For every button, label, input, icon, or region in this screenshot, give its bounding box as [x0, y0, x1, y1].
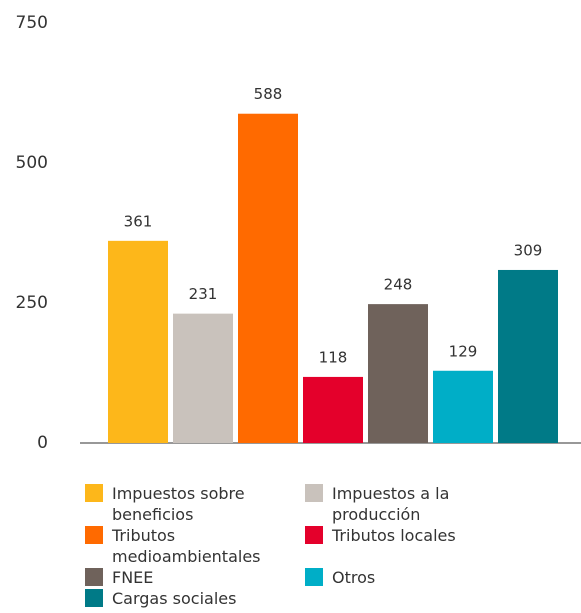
bar — [303, 376, 363, 443]
legend-swatch — [85, 526, 103, 544]
chart: 0 250 500 750 361 231 588 118 248 129 309 — [16, 13, 581, 453]
legend-item: Impuestos sobre beneficios — [85, 483, 305, 525]
legend-item: Cargas sociales — [85, 588, 305, 609]
value-label: 588 — [254, 85, 283, 103]
legend-label: Tributos locales — [332, 526, 456, 545]
legend-label: Impuestos a la producción — [332, 484, 450, 524]
bar — [433, 370, 493, 443]
legend-item: FNEE — [85, 567, 305, 588]
value-label: 129 — [449, 342, 478, 360]
legend: Impuestos sobre beneficios Impuestos a la… — [85, 483, 525, 609]
legend-label: Otros — [332, 568, 376, 587]
legend-label: Cargas sociales — [112, 589, 237, 608]
bar — [498, 269, 558, 443]
y-tick-label: 250 — [16, 293, 48, 313]
y-tick-label: 0 — [37, 433, 48, 453]
legend-item: Otros — [305, 567, 525, 588]
legend-swatch — [305, 568, 323, 586]
bar — [108, 240, 168, 443]
value-label: 361 — [124, 212, 153, 230]
value-label: 248 — [384, 276, 413, 294]
value-label: 231 — [189, 285, 218, 303]
bar — [368, 304, 428, 443]
bar — [173, 313, 233, 443]
legend-swatch — [305, 484, 323, 502]
value-label: 309 — [514, 241, 543, 259]
legend-swatch — [85, 568, 103, 586]
legend-item: Impuestos a la producción — [305, 483, 525, 525]
legend-swatch — [305, 526, 323, 544]
legend-swatch — [85, 589, 103, 607]
legend-item: Tributos medioambientales — [85, 525, 305, 567]
legend-label: Tributos medioambientales — [112, 526, 261, 566]
legend-label: Impuestos sobre beneficios — [112, 484, 245, 524]
legend-item: Tributos locales — [305, 525, 525, 567]
legend-swatch — [85, 484, 103, 502]
y-tick-label: 500 — [16, 153, 48, 173]
bar — [238, 113, 298, 443]
legend-label: FNEE — [112, 568, 154, 587]
value-label: 118 — [319, 348, 348, 366]
y-tick-label: 750 — [16, 13, 48, 33]
